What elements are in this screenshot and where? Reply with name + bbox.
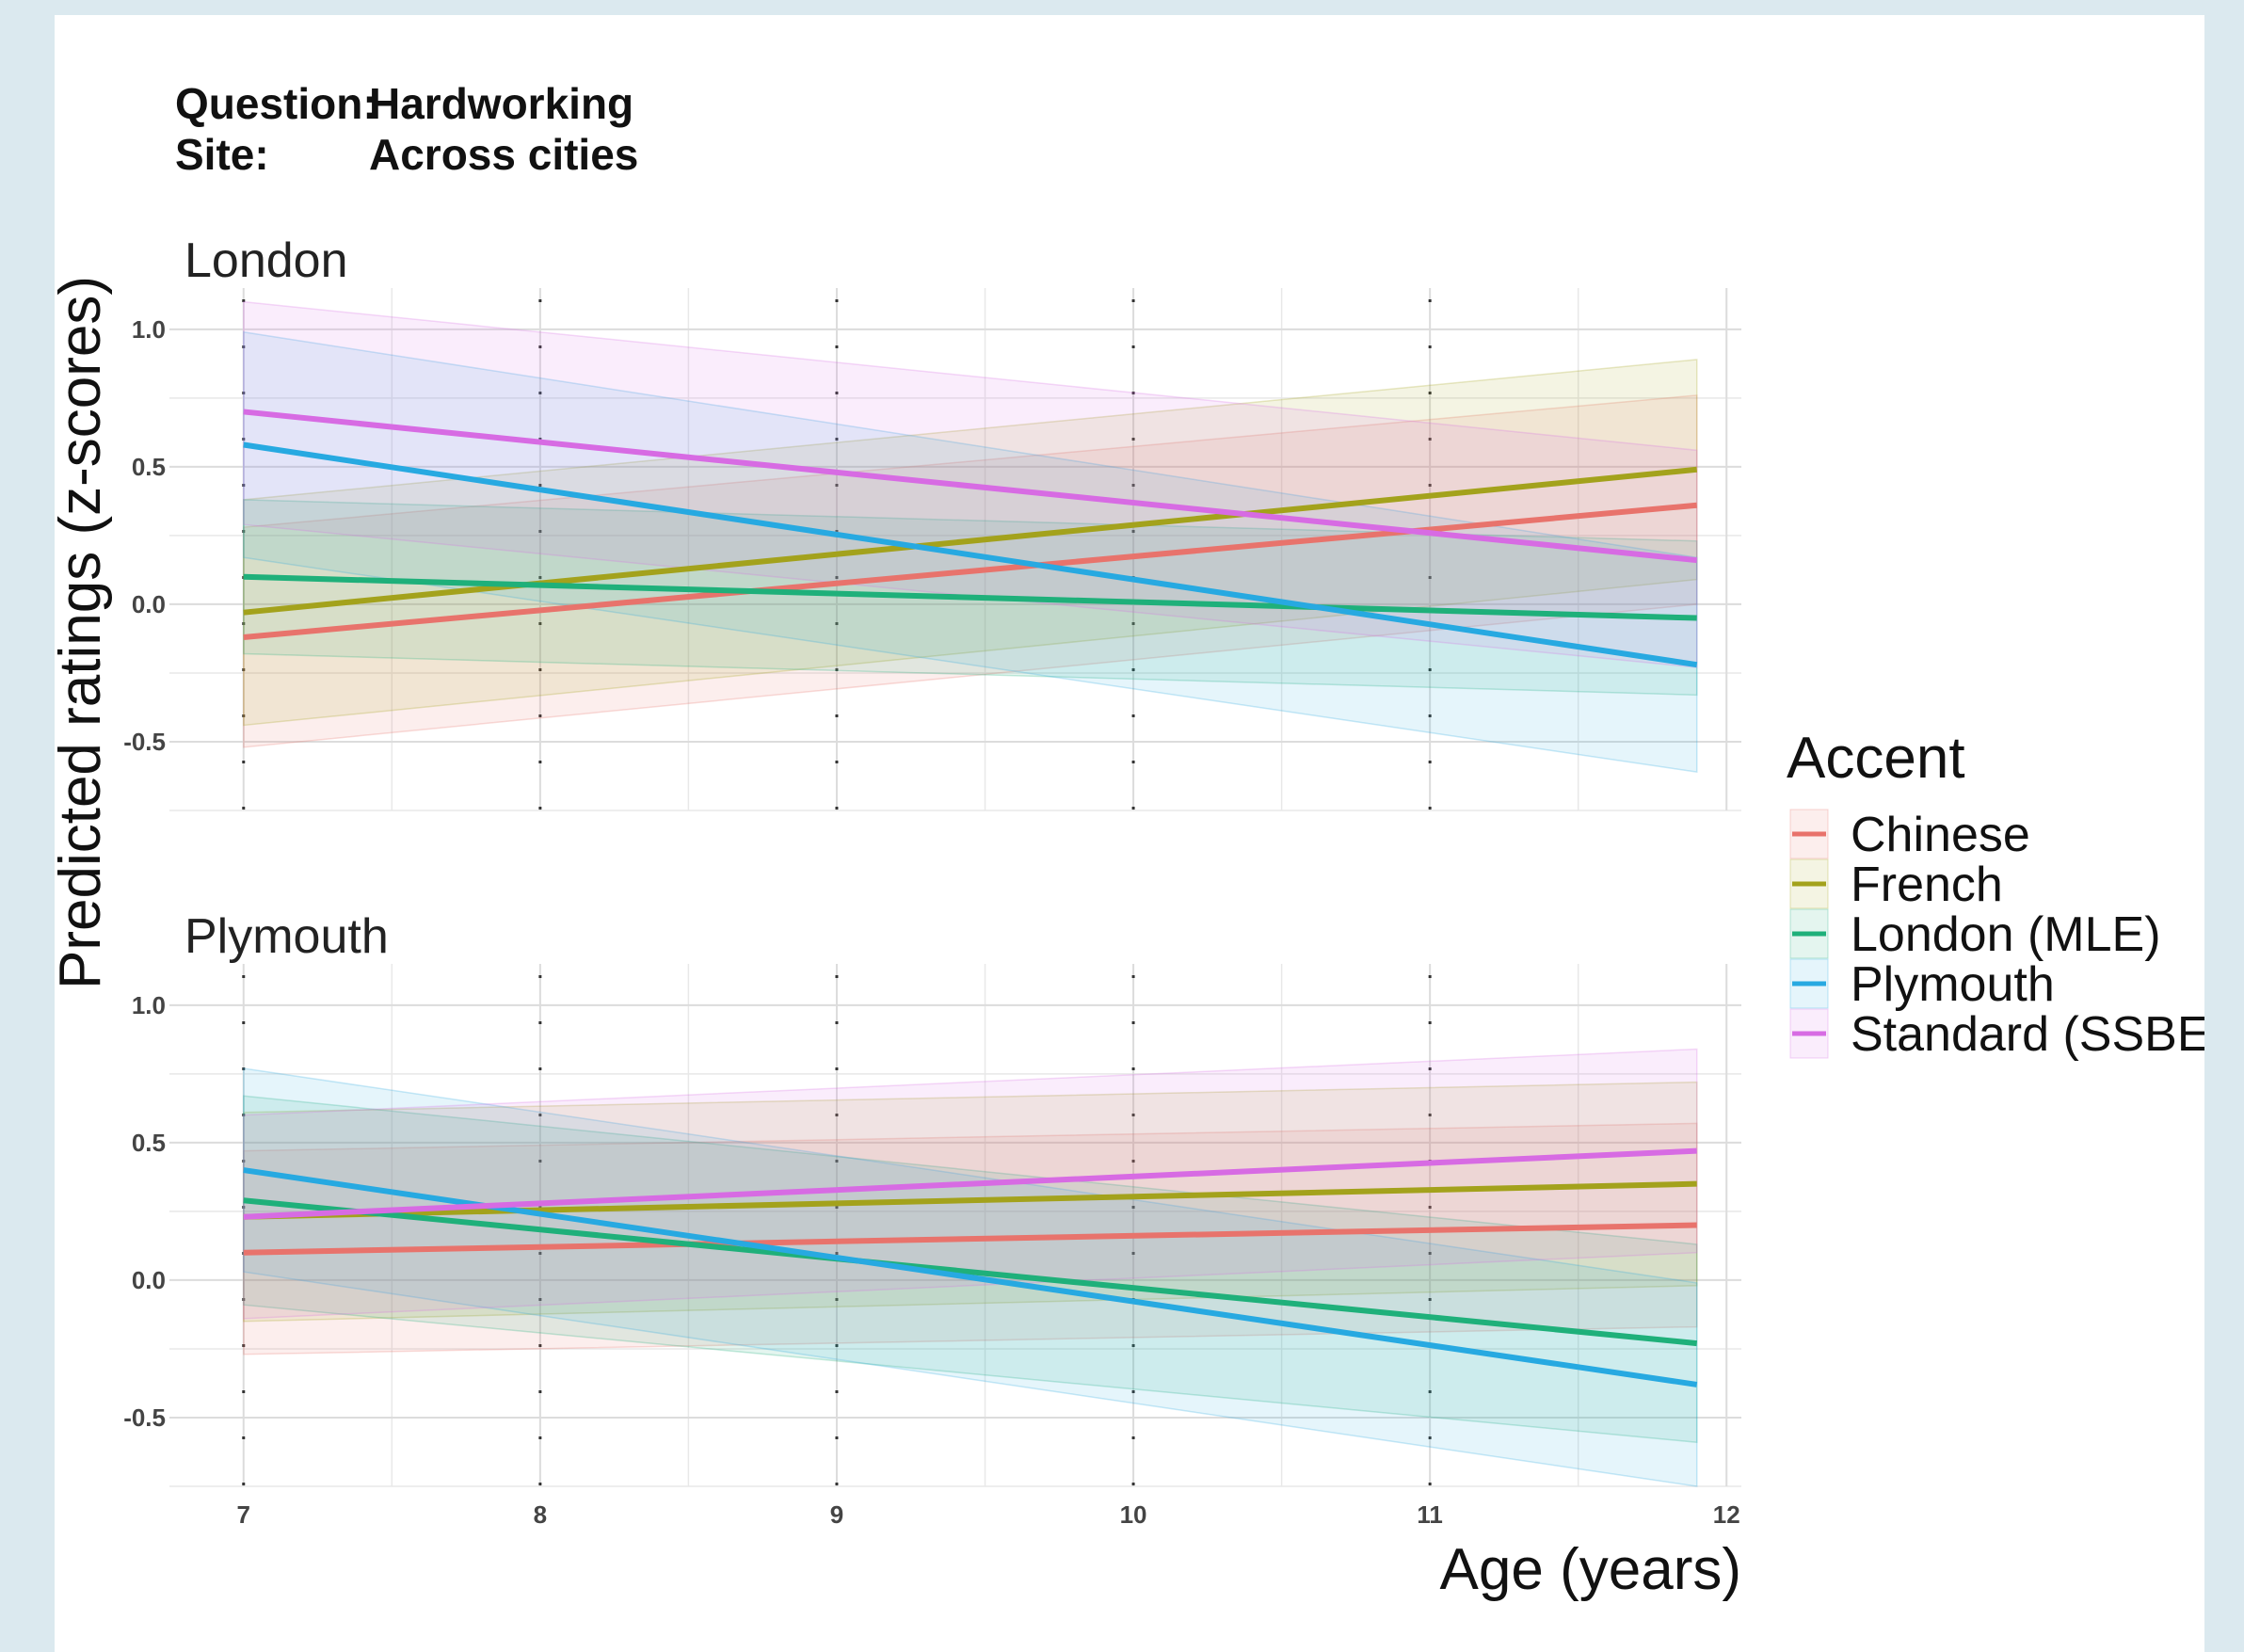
legend-title: Accent [1787, 726, 1965, 791]
x-axis-ticks: 7 8 9 10 11 12 [237, 1500, 1740, 1529]
x-tick-label: 10 [1120, 1500, 1147, 1529]
question-value: Hardworking [369, 79, 633, 128]
figure-panel: Question: Hardworking Site: Across citie… [55, 15, 2204, 1652]
series-line-french [243, 466, 1698, 616]
facet-plymouth-plot: -0.5 0.0 0.5 1.0 [123, 964, 1741, 1505]
x-tick-label: 11 [1417, 1500, 1443, 1529]
y-tick-label: -0.5 [123, 728, 166, 756]
legend-label: Standard (SSBE) [1851, 1007, 2204, 1062]
series-line-london-mle- [243, 1197, 1698, 1347]
series-line-plymouth [243, 441, 1698, 668]
y-tick-label: 0.5 [132, 453, 166, 481]
facet-london-plot: -0.5 0.0 0.5 1.0 [123, 288, 1741, 829]
chart-canvas: Question: Hardworking Site: Across citie… [55, 79, 2204, 1602]
series-line-standard-ssbe- [243, 409, 1698, 564]
y-tick-label: 1.0 [132, 991, 166, 1019]
series-line-london-mle- [243, 573, 1697, 621]
y-tick-label: 1.0 [132, 315, 166, 344]
question-label: Question: [175, 79, 377, 128]
y-tick-label: 0.5 [132, 1129, 166, 1157]
legend-label: London (MLE) [1851, 907, 2161, 962]
y-tick-label: 0.0 [132, 1266, 166, 1294]
legend-label: Plymouth [1851, 957, 2055, 1012]
series-line-chinese [243, 502, 1698, 640]
facet-title-london: London [184, 233, 348, 288]
legend-label: Chinese [1851, 808, 2030, 862]
x-tick-label: 8 [534, 1500, 547, 1529]
series-line-chinese [243, 1222, 1697, 1256]
series-line-french [243, 1180, 1697, 1220]
x-tick-label: 9 [830, 1500, 843, 1529]
x-tick-label: 12 [1713, 1500, 1740, 1529]
series-line-standard-ssbe- [243, 1147, 1697, 1220]
site-label: Site: [175, 130, 269, 179]
site-value: Across cities [369, 130, 638, 179]
facet-title-plymouth: Plymouth [184, 909, 389, 964]
x-axis-title: Age (years) [1440, 1537, 1741, 1602]
legend-label: French [1851, 858, 2003, 912]
x-tick-label: 7 [237, 1500, 250, 1529]
y-tick-label: -0.5 [123, 1403, 166, 1432]
y-tick-label: 0.0 [132, 590, 166, 618]
y-axis-title: Predicted ratings (z-scores) [55, 276, 113, 989]
